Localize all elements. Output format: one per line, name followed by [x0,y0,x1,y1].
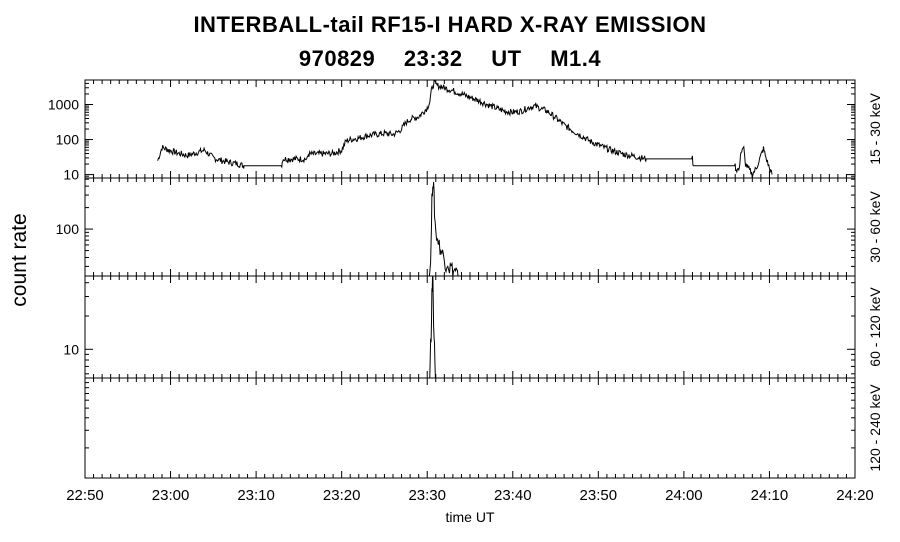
series-line-panel-2 [428,181,459,277]
chart-subtitle: 970829 23:32 UT M1.4 [298,46,602,71]
x-axis-title: time UT [446,509,495,525]
x-tick-label: 23:10 [237,487,275,504]
chart-title: INTERBALL-tail RF15-I HARD X-RAY EMISSIO… [193,12,707,37]
x-tick-label: 24:00 [665,487,703,504]
panel-frame-4 [84,377,856,479]
series-line-panel-3 [429,275,436,379]
x-tick-label: 23:00 [152,487,190,504]
x-tick-label: 23:20 [323,487,361,504]
energy-band-label: 15 - 30 keV [867,93,883,165]
x-tick-label: 23:40 [494,487,532,504]
x-tick-label: 22:50 [66,487,104,504]
x-tick-label: 24:10 [751,487,789,504]
energy-band-label: 120 - 240 keV [867,384,883,472]
energy-band-label: 60 - 120 keV [867,287,883,367]
y-tick-label: 100 [56,132,80,148]
energy-band-label: 30 - 60 keV [867,191,883,263]
series-line-panel-1 [157,79,773,178]
y-tick-label: 1000 [48,97,79,113]
y-tick-label: 10 [63,167,79,183]
y-tick-label: 100 [56,221,80,237]
y-axis-title: count rate [8,213,31,306]
x-tick-label: 24:20 [836,487,874,504]
y-tick-label: 10 [63,341,79,357]
panel-frame-2 [84,177,856,277]
x-tick-label: 23:30 [408,487,446,504]
x-tick-label: 23:50 [580,487,618,504]
panel-frame-3 [84,275,856,379]
